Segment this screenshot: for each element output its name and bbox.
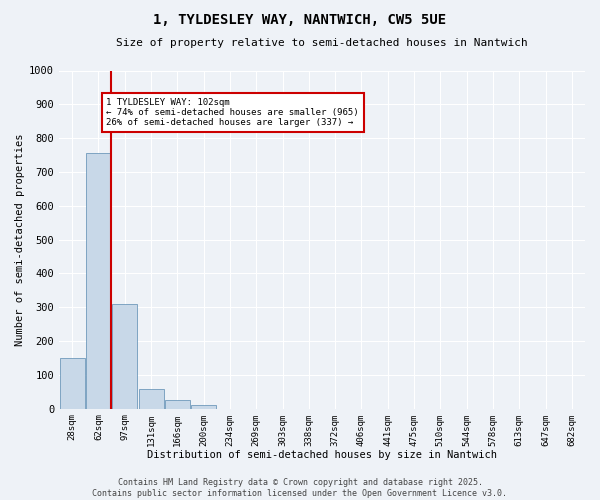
Bar bbox=[59, 358, 85, 408]
Text: Contains HM Land Registry data © Crown copyright and database right 2025.
Contai: Contains HM Land Registry data © Crown c… bbox=[92, 478, 508, 498]
Title: Size of property relative to semi-detached houses in Nantwich: Size of property relative to semi-detach… bbox=[116, 38, 528, 48]
Y-axis label: Number of semi-detached properties: Number of semi-detached properties bbox=[15, 134, 25, 346]
Bar bbox=[86, 154, 111, 408]
Bar bbox=[112, 304, 137, 408]
Bar bbox=[165, 400, 190, 408]
Text: 1 TYLDESLEY WAY: 102sqm
← 74% of semi-detached houses are smaller (965)
26% of s: 1 TYLDESLEY WAY: 102sqm ← 74% of semi-de… bbox=[106, 98, 359, 128]
Bar bbox=[139, 390, 164, 408]
Bar bbox=[191, 406, 216, 408]
X-axis label: Distribution of semi-detached houses by size in Nantwich: Distribution of semi-detached houses by … bbox=[147, 450, 497, 460]
Text: 1, TYLDESLEY WAY, NANTWICH, CW5 5UE: 1, TYLDESLEY WAY, NANTWICH, CW5 5UE bbox=[154, 12, 446, 26]
